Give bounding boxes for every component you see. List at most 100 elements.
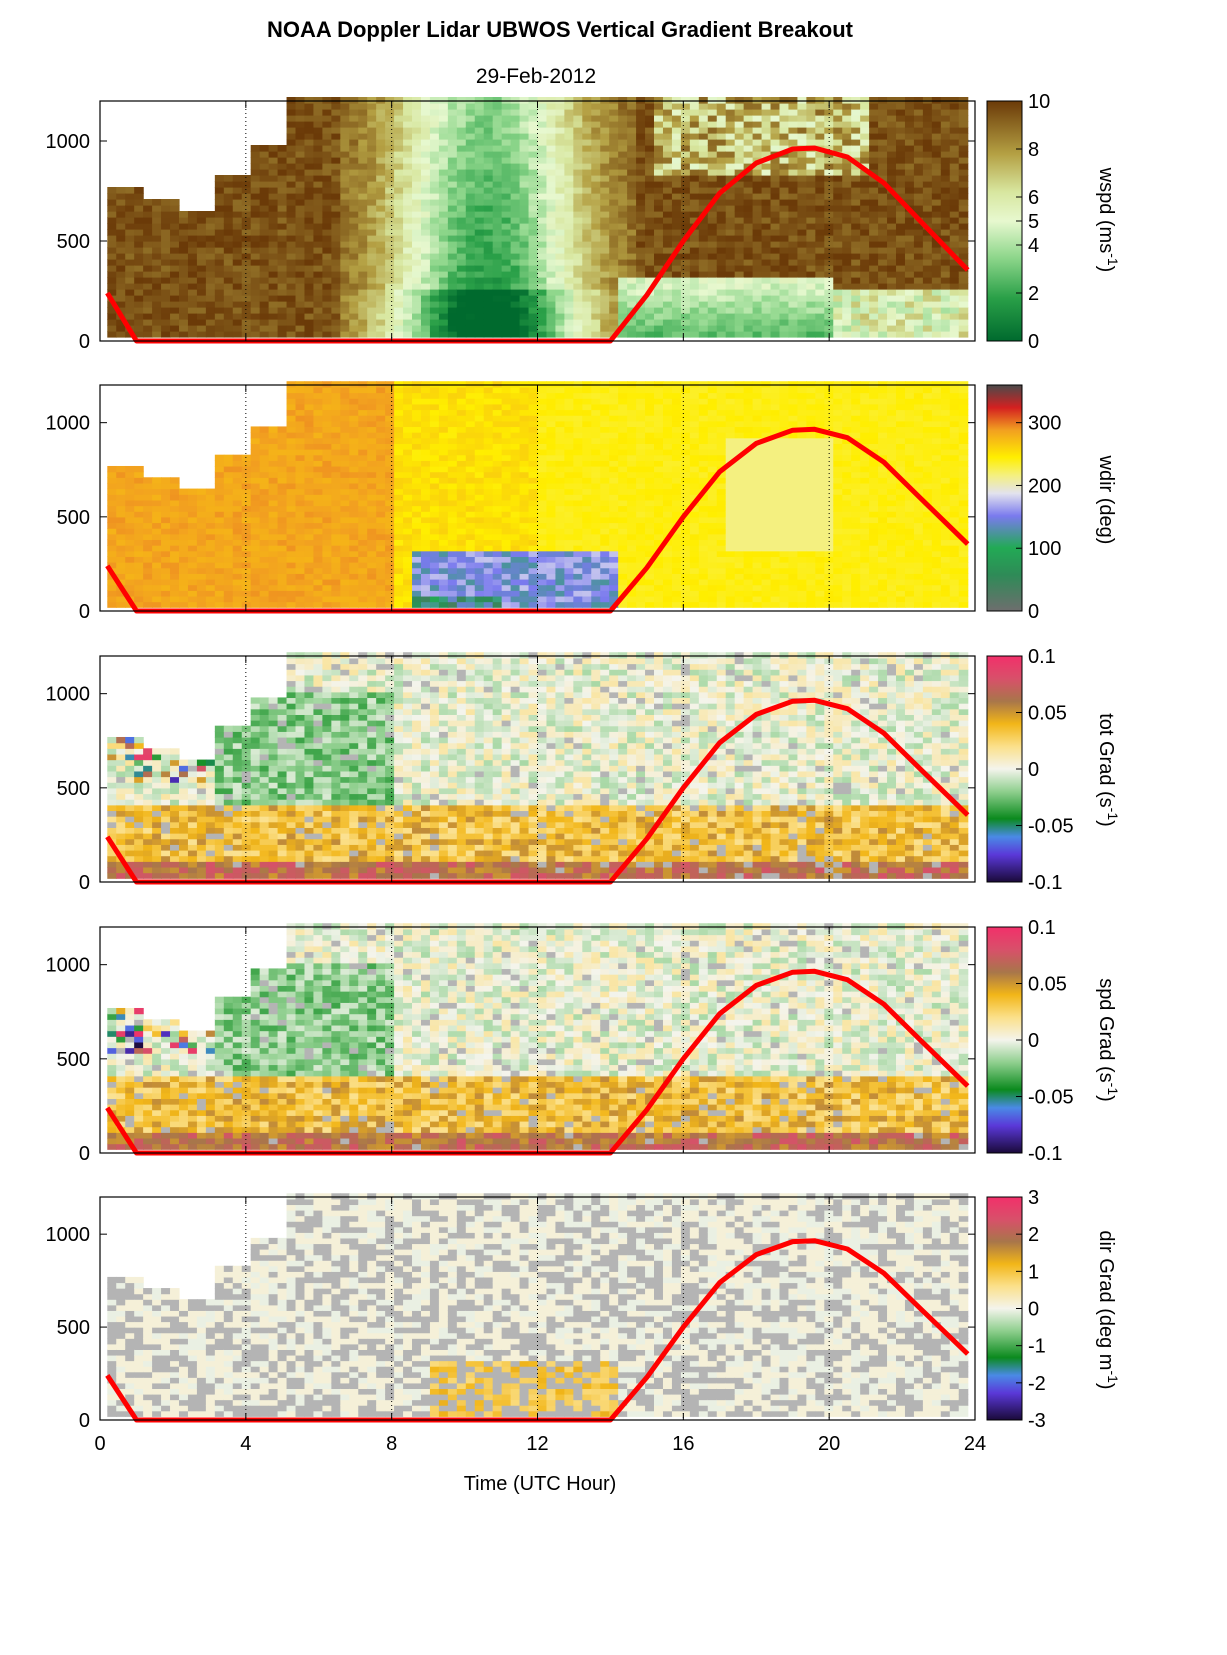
heatmap-cell (689, 277, 700, 284)
heatmap-cell (743, 319, 754, 326)
heatmap-cell (833, 331, 843, 338)
heatmap-cell (528, 199, 539, 206)
heatmap-cell (806, 157, 816, 164)
heatmap-cell (385, 573, 395, 580)
heatmap-cell (519, 271, 530, 278)
heatmap-cell (250, 460, 261, 467)
heatmap-cell (125, 522, 135, 529)
heatmap-cell (833, 265, 843, 272)
heatmap-cell (465, 97, 476, 104)
heatmap-cell (528, 205, 539, 212)
colorbar-tick-label: 5 (1028, 211, 1039, 233)
heatmap-cell (707, 331, 718, 338)
heatmap-cell (922, 103, 933, 110)
heatmap-cell (429, 528, 440, 535)
heatmap-cell (331, 573, 341, 580)
heatmap-cell (403, 205, 413, 212)
heatmap-cell (465, 133, 476, 140)
heatmap-cell (295, 415, 306, 422)
heatmap-cell (331, 253, 341, 260)
heatmap-cell (483, 313, 494, 320)
heatmap-cell (958, 229, 969, 236)
heatmap-cell (313, 277, 323, 284)
heatmap-cell (358, 169, 368, 176)
heatmap-cell (429, 247, 440, 254)
heatmap-cell (887, 181, 897, 188)
heatmap-cell (842, 289, 852, 296)
heatmap-cell (429, 115, 440, 122)
heatmap-cell (286, 601, 297, 608)
heatmap-cell (429, 545, 440, 552)
heatmap-cell (178, 550, 189, 557)
heatmap-cell (456, 241, 467, 248)
heatmap-cell (241, 331, 252, 338)
heatmap-cell (492, 301, 503, 308)
heatmap-cell (878, 163, 888, 170)
heatmap-cell (277, 151, 288, 158)
heatmap-cell (340, 460, 350, 467)
heatmap-cell (349, 109, 359, 116)
heatmap-cell (313, 325, 323, 332)
heatmap-cell (313, 465, 323, 473)
heatmap-cell (286, 590, 297, 597)
heatmap-cell (214, 584, 225, 591)
heatmap-cell (797, 115, 807, 122)
heatmap-cell (958, 175, 969, 182)
heatmap-cell (465, 223, 476, 230)
heatmap-cell (322, 505, 332, 512)
heatmap-cell (412, 516, 422, 524)
heatmap-cell (116, 590, 126, 597)
heatmap-cell (134, 223, 144, 230)
heatmap-cell (654, 121, 664, 128)
heatmap-cell (286, 539, 297, 546)
heatmap-cell (725, 169, 736, 176)
heatmap-cell (134, 205, 144, 212)
heatmap-cell (465, 392, 476, 399)
heatmap-cell (295, 289, 306, 296)
heatmap-cell (376, 432, 386, 439)
heatmap-cell (438, 409, 449, 416)
heatmap-cell (922, 295, 933, 302)
heatmap-cell (770, 103, 781, 110)
heatmap-cell (268, 181, 279, 188)
heatmap-cell (394, 505, 404, 512)
heatmap-cell (134, 528, 144, 535)
heatmap-cell (896, 211, 906, 218)
heatmap-cell (259, 283, 270, 290)
heatmap-cell (420, 567, 431, 574)
heatmap-cell (761, 277, 772, 284)
heatmap-cell (214, 528, 225, 535)
heatmap-cell (143, 217, 153, 224)
heatmap-cell (367, 465, 377, 473)
heatmap-cell (420, 277, 431, 284)
heatmap-cell (107, 325, 117, 332)
heatmap-cell (205, 235, 216, 242)
heatmap-cell (438, 443, 449, 450)
heatmap-cell (385, 533, 395, 541)
heatmap-cell (510, 259, 521, 266)
heatmap-cell (268, 482, 279, 490)
heatmap-cell (654, 157, 664, 164)
heatmap-cell (358, 499, 368, 507)
heatmap-cell (304, 199, 315, 206)
heatmap-cell (403, 516, 413, 524)
heatmap-cell (232, 187, 243, 194)
heatmap-cell (878, 301, 888, 308)
heatmap-cell (851, 325, 861, 332)
heatmap-cell (483, 133, 494, 140)
heatmap-cell (922, 127, 933, 134)
heatmap-cell (429, 567, 440, 574)
heatmap-cell (725, 331, 736, 338)
heatmap-cell (528, 187, 539, 194)
heatmap-cell (178, 211, 189, 218)
heatmap-cell (412, 556, 422, 563)
heatmap-cell (779, 145, 790, 152)
heatmap-cell (716, 271, 727, 278)
heatmap-cell (779, 121, 790, 128)
heatmap-cell (178, 235, 189, 242)
heatmap-cell (707, 169, 718, 176)
heatmap-cell (187, 241, 198, 248)
heatmap-cell (223, 584, 234, 591)
heatmap-cell (152, 325, 162, 332)
heatmap-cell (304, 465, 315, 473)
